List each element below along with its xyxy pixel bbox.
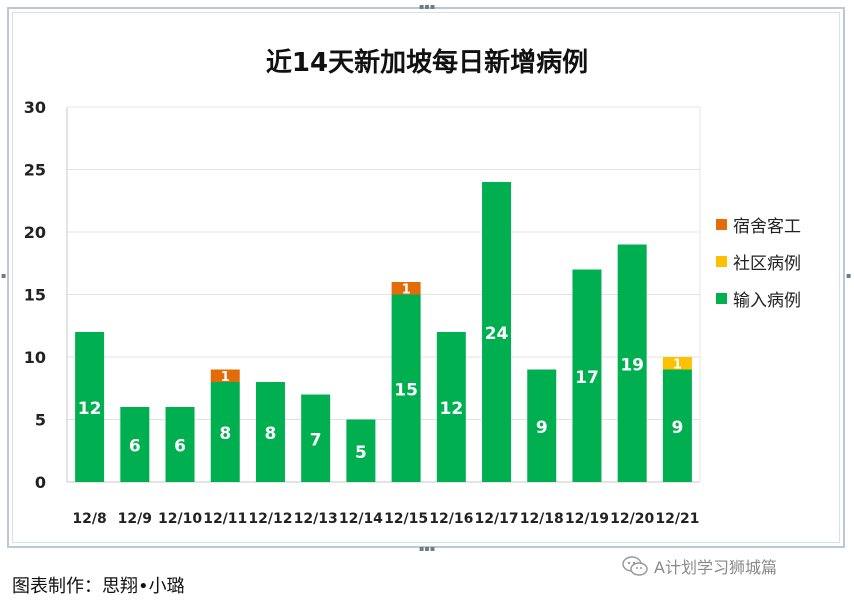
bar-segment: [482, 182, 512, 482]
resize-handle-right[interactable]: ▪: [846, 271, 852, 280]
bar-segment: [572, 269, 602, 482]
bar-value-label: 12: [78, 399, 102, 419]
wechat-icon: [622, 556, 648, 576]
legend: 宿舍客工 社区病例 输入病例: [716, 206, 801, 317]
watermark-text: A计划学习狮城篇: [654, 558, 777, 577]
bar-segment: [391, 282, 421, 295]
bar-value-label: 8: [219, 424, 231, 444]
y-tick-label: 10: [24, 348, 46, 367]
chart-credit: 图表制作：思翔•小璐: [12, 576, 185, 597]
x-tick-label: 12/14: [339, 511, 383, 527]
legend-item-imported: 输入病例: [716, 280, 801, 317]
bar-segment: [436, 332, 466, 482]
x-tick-label: 12/20: [610, 511, 654, 527]
bar-segment: [527, 369, 557, 482]
bar-segment: [120, 407, 150, 482]
x-tick-label: 12/21: [655, 511, 699, 527]
legend-swatch-dormitory: [716, 219, 727, 230]
bar-segment: [75, 332, 105, 482]
x-tick-label: 12/16: [429, 511, 473, 527]
bar-value-label: 6: [129, 437, 141, 457]
bar-value-label: 19: [620, 355, 644, 375]
x-tick-label: 12/15: [384, 511, 428, 527]
bar-value-label: 12: [439, 399, 463, 419]
legend-label-dormitory: 宿舍客工: [733, 217, 801, 237]
bar-value-label: 15: [394, 380, 418, 400]
x-tick-label: 12/17: [474, 511, 518, 527]
bar-segment: [210, 382, 240, 482]
bar-segment: [301, 394, 331, 482]
y-tick-label: 20: [24, 223, 46, 242]
bar-value-label: 5: [355, 443, 367, 463]
y-tick-label: 5: [35, 411, 46, 430]
watermark: A计划学习狮城篇: [622, 554, 777, 578]
x-tick-label: 12/19: [565, 511, 609, 527]
legend-label-community: 社区病例: [733, 254, 801, 274]
y-tick-label: 15: [24, 286, 46, 305]
y-tick-label: 30: [24, 98, 46, 117]
bar-value-label: 1: [673, 357, 682, 372]
bar-value-label: 9: [671, 418, 683, 438]
y-tick-label: 0: [35, 473, 46, 492]
bar-segment: [165, 407, 195, 482]
x-tick-label: 12/8: [72, 511, 106, 527]
bar-value-label: 1: [221, 370, 230, 385]
legend-label-imported: 输入病例: [733, 291, 801, 311]
x-tick-label: 12/10: [158, 511, 202, 527]
legend-item-community: 社区病例: [716, 243, 801, 280]
resize-handle-left[interactable]: ▪: [1, 271, 7, 280]
chart-title: 近14天新加坡每日新增病例: [265, 48, 589, 78]
bar-value-label: 8: [265, 424, 277, 444]
bar-segment: [346, 419, 376, 482]
bar-segment: [617, 244, 647, 482]
x-tick-label: 12/12: [248, 511, 292, 527]
resize-handle-top[interactable]: ▪▪▪: [419, 2, 436, 11]
x-tick-label: 12/18: [520, 511, 564, 527]
x-tick-label: 12/11: [203, 511, 247, 527]
bar-segment: [662, 369, 692, 482]
bar-segment: [391, 294, 421, 482]
y-tick-label: 25: [24, 161, 46, 180]
bar-value-label: 1: [402, 282, 411, 297]
bar-segment: [255, 382, 285, 482]
chart-frame-inner: [12, 12, 840, 543]
bar-value-label: 24: [485, 324, 509, 344]
bar-segment: [210, 369, 240, 382]
legend-swatch-imported: [716, 293, 727, 304]
bar-value-label: 7: [310, 430, 322, 450]
legend-item-dormitory: 宿舍客工: [716, 206, 801, 243]
bar-value-label: 9: [536, 418, 548, 438]
bar-value-label: 6: [174, 437, 186, 457]
legend-swatch-community: [716, 256, 727, 267]
bar-value-label: 17: [575, 368, 599, 388]
resize-handle-bottom[interactable]: ▪▪▪: [419, 544, 436, 553]
x-tick-label: 12/13: [294, 511, 338, 527]
bar-segment: [662, 357, 692, 370]
x-tick-label: 12/9: [118, 511, 152, 527]
